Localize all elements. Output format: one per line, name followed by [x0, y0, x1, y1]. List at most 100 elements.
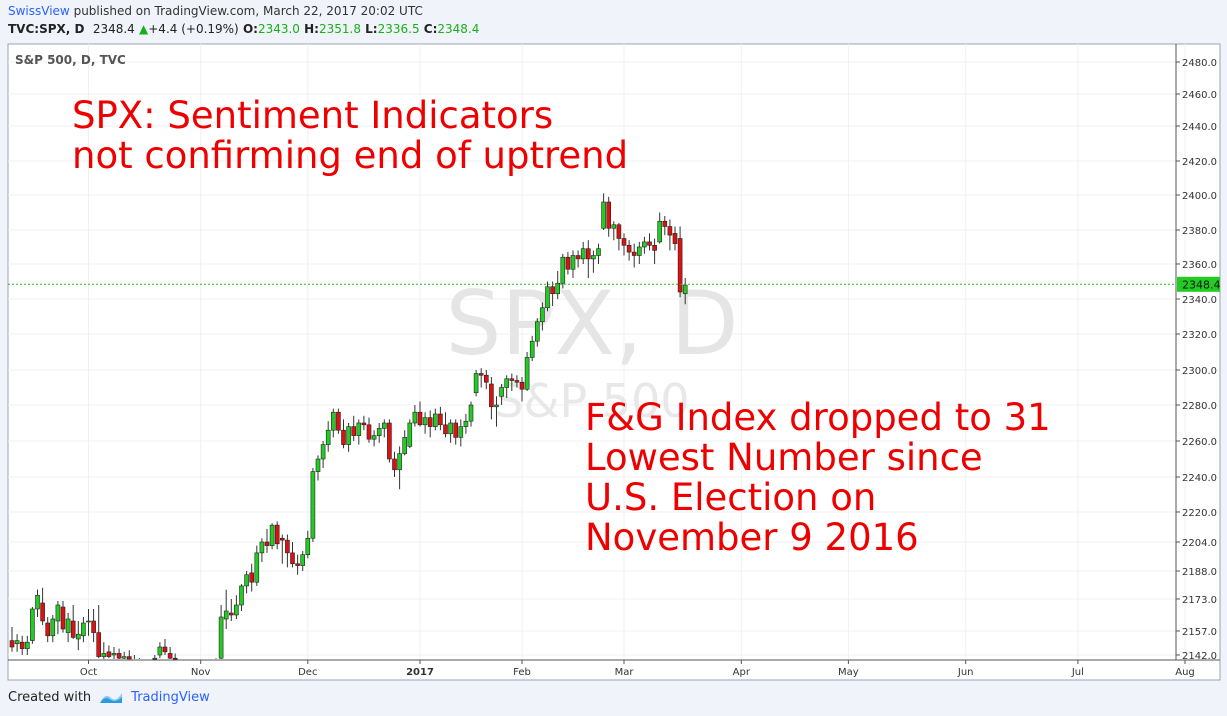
candle-body	[417, 411, 423, 426]
candle-body	[35, 594, 40, 610]
price-chart[interactable]: S&P 500, D, TVC SPX, D S&P 500 2142.0215…	[0, 42, 1227, 682]
candle-body	[285, 539, 290, 554]
candle-body	[397, 453, 402, 471]
candle-body	[55, 604, 61, 622]
change-value: +4.4 (+0.19%)	[148, 22, 239, 36]
candle-body	[611, 224, 617, 229]
x-tick-label: May	[838, 667, 859, 678]
watermark-main: SPX, D	[446, 272, 739, 375]
candle-body	[249, 572, 254, 583]
last-price-marker	[1177, 276, 1220, 292]
tradingview-logo-icon[interactable]	[99, 691, 123, 705]
y-tick-label: 2188.0	[1182, 567, 1217, 578]
candle-body	[24, 641, 30, 649]
high-value: 2351.8	[318, 22, 361, 36]
low-label: L:	[365, 22, 378, 36]
candle-body	[310, 471, 316, 539]
y-tick-label: 2240.0	[1182, 473, 1217, 484]
y-tick-label: 2340.0	[1182, 295, 1217, 306]
candles-group	[9, 193, 688, 660]
y-tick-label: 2300.0	[1182, 366, 1217, 377]
candle-body	[239, 585, 244, 606]
candle-body	[86, 620, 91, 623]
candle-body	[555, 282, 561, 295]
candle-body	[596, 248, 601, 256]
y-tick-label: 2320.0	[1182, 330, 1217, 341]
candle-body	[453, 422, 459, 438]
candle-body	[682, 284, 688, 295]
published-text: published on TradingView.com, March 22, …	[73, 4, 423, 18]
low-value: 2336.5	[377, 22, 420, 36]
x-tick-label: Dec	[298, 667, 317, 678]
candle-body	[519, 381, 525, 390]
candle-body	[657, 220, 663, 243]
y-tick-label: 2380.0	[1182, 226, 1217, 237]
y-tick-label: 2173.0	[1182, 595, 1217, 606]
candle-body	[468, 404, 474, 422]
candle-body	[81, 622, 86, 637]
open-value: 2343.0	[257, 22, 300, 36]
candle-body	[9, 640, 15, 648]
candle-body	[223, 610, 229, 620]
y-tick-label: 2204.0	[1182, 538, 1217, 549]
candle-body	[244, 574, 249, 587]
candle-body	[591, 255, 596, 260]
candle-body	[127, 656, 132, 660]
symbol-label: TVC:SPX, D	[8, 22, 85, 36]
candle-body	[458, 426, 464, 438]
candle-body	[300, 554, 306, 566]
candle-body	[320, 444, 326, 460]
candle-body	[667, 226, 673, 236]
candle-body	[269, 524, 275, 546]
candle-body	[422, 417, 428, 426]
price-axis[interactable]: 2142.0 2157.0 2173.0 2188.0 2204.0 2220.0 2240…	[1176, 58, 1217, 662]
candle-body	[361, 422, 367, 426]
candle-body	[514, 380, 520, 383]
candle-body	[642, 241, 647, 248]
candle-body	[636, 246, 642, 256]
candle-body	[483, 374, 489, 383]
candle-body	[601, 201, 606, 229]
x-tick-label: Oct	[80, 667, 97, 678]
candle-body	[152, 657, 158, 660]
x-tick-label: Apr	[733, 667, 751, 678]
x-tick-label: Nov	[191, 667, 211, 678]
candle-body	[218, 616, 224, 659]
x-tick-label: Jul	[1071, 667, 1084, 678]
annotation-fg-line-4: November 9 2016	[585, 516, 919, 559]
candle-body	[30, 608, 35, 641]
candle-body	[662, 220, 668, 227]
candle-body	[560, 256, 566, 284]
y-tick-label: 2400.0	[1182, 191, 1217, 202]
candle-body	[65, 618, 71, 633]
candle-body	[499, 387, 504, 397]
candle-body	[376, 428, 382, 436]
candle-body	[346, 426, 351, 445]
candle-body	[534, 321, 540, 342]
y-tick-label: 2480.0	[1182, 58, 1217, 69]
candle-body	[19, 641, 25, 649]
annotation-fg-line-1: F&G Index dropped to 31	[585, 396, 1051, 439]
candle-body	[478, 373, 484, 376]
candle-body	[580, 248, 586, 260]
author-link[interactable]: SwissView	[8, 4, 70, 18]
candle-body	[259, 541, 265, 554]
candle-body	[356, 422, 362, 436]
tradingview-link[interactable]: TradingView	[131, 690, 210, 705]
candle-body	[494, 404, 499, 408]
candle-body	[473, 373, 479, 394]
footer: Created with TradingView	[8, 690, 210, 705]
candle-body	[392, 458, 397, 471]
x-tick-label: Aug	[1175, 667, 1195, 678]
time-axis[interactable]: Oct Nov Dec 2017 Feb Mar Apr May Jun Jul Aug	[80, 660, 1195, 678]
candle-body	[448, 422, 453, 435]
y-tick-label: 2280.0	[1182, 401, 1217, 412]
annotation-title-line-2: not confirming end of uptrend	[72, 134, 628, 177]
close-value: 2348.4	[437, 22, 480, 36]
candle-body	[305, 537, 311, 555]
close-label: C:	[423, 22, 438, 36]
x-tick-label: 2017	[406, 667, 434, 678]
candle-body	[121, 656, 127, 659]
x-tick-label: Jun	[957, 667, 974, 678]
candle-body	[325, 429, 331, 445]
